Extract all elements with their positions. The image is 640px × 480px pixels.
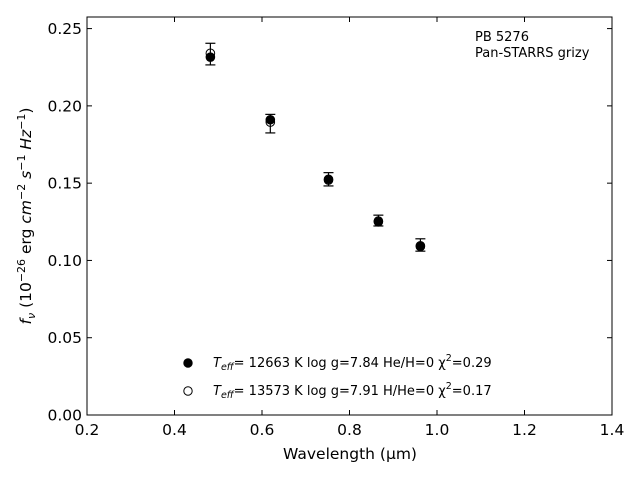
point-open (323, 175, 334, 185)
x-tick-label: 0.4 (162, 421, 187, 439)
y-tick-label: 0.15 (47, 175, 82, 193)
x-axis-title: Wavelength (μm) (283, 445, 417, 463)
point-filled (415, 241, 426, 252)
y-tick-label: 0.00 (47, 407, 82, 425)
y-tick-label: 0.05 (47, 329, 82, 347)
point-open (415, 240, 426, 251)
y-axis-title: fν (10−26 erg cm−2 s−1 Hz−1) (15, 108, 38, 325)
point-filled (265, 114, 276, 125)
legend: Teff= 12663 K log g=7.84 He/H=0 χ2=0.29 … (183, 353, 492, 401)
legend-label-2: Teff= 13573 K log g=7.91 H/He=0 χ2=0.17 (213, 381, 492, 401)
point-filled (373, 216, 384, 227)
error-bars (205, 42, 426, 252)
x-tick-label: 1.4 (600, 421, 625, 439)
point-open (265, 117, 276, 127)
annotation-line-1: PB 5276 (475, 30, 529, 45)
data-points (205, 48, 426, 252)
y-tick-label: 0.10 (47, 252, 82, 270)
x-tick-label: 0.2 (75, 421, 100, 439)
point-open (205, 48, 216, 59)
x-tick-label: 1.2 (512, 421, 537, 439)
y-tick-label: 0.25 (47, 20, 82, 38)
point-open (373, 216, 384, 226)
axis-ticks: 0.2 0.4 0.6 0.8 1.0 1.2 1.4 0.00 0.05 0.10 0.15 0.2… (47, 17, 624, 439)
legend-marker-open (183, 386, 193, 396)
point-filled (323, 174, 334, 185)
legend-marker-filled (183, 358, 193, 368)
annotation-line-2: Pan-STARRS grizy (475, 46, 590, 61)
x-tick-label: 0.8 (337, 421, 362, 439)
y-tick-label: 0.20 (47, 97, 82, 115)
x-tick-label: 1.0 (425, 421, 450, 439)
legend-label-1: Teff= 12663 K log g=7.84 He/H=0 χ2=0.29 (213, 353, 492, 373)
x-tick-label: 0.6 (250, 421, 275, 439)
